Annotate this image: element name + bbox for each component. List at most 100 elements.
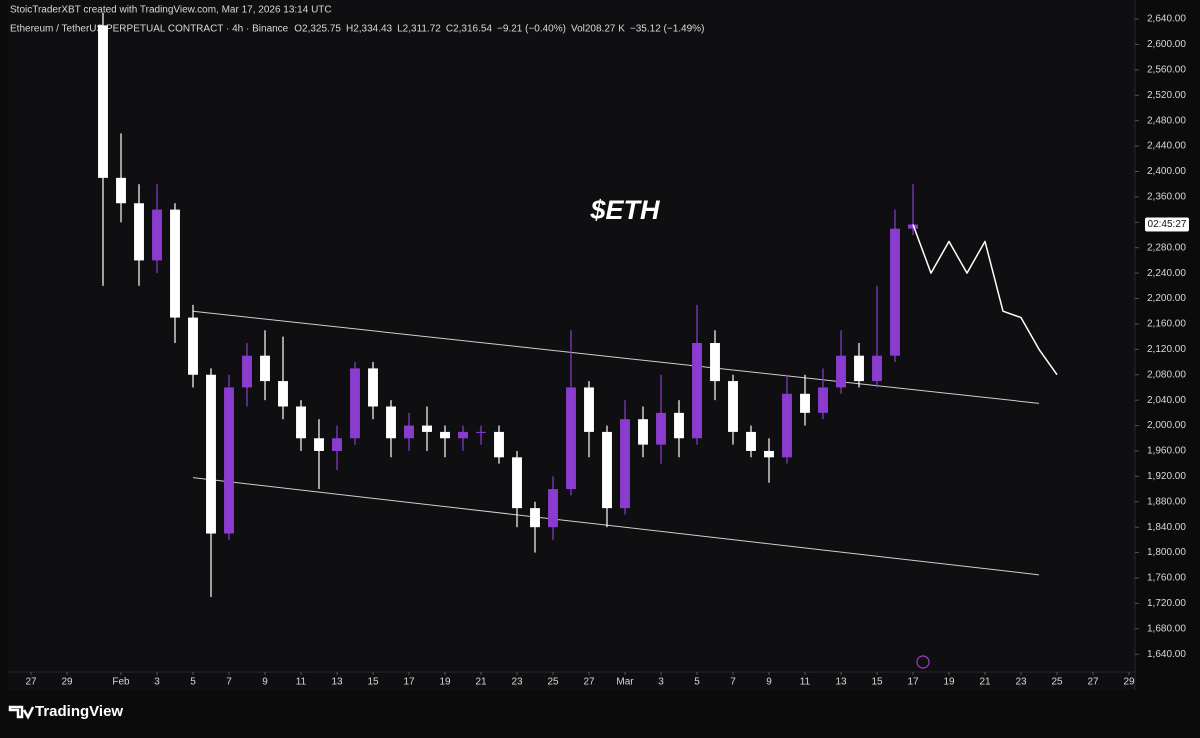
y-tick-label: 2,520.00 xyxy=(1147,90,1186,101)
credit: StoicTraderXBT created with TradingView.… xyxy=(10,5,332,16)
x-tick-label: 3 xyxy=(658,677,664,688)
candle-body xyxy=(422,425,432,432)
candle-body xyxy=(854,355,864,382)
y-tick-label: 2,280.00 xyxy=(1147,242,1186,253)
candle-body xyxy=(818,387,828,413)
x-tick-label: 29 xyxy=(61,677,73,688)
x-tick-label: 17 xyxy=(907,677,919,688)
legend-value: Vol208.27 K xyxy=(571,24,625,35)
legend-title: Ethereum / TetherUS PERPETUAL CONTRACT ·… xyxy=(10,24,289,35)
x-tick-label: 9 xyxy=(766,677,772,688)
x-tick-label: 3 xyxy=(154,677,160,688)
y-tick-label: 2,240.00 xyxy=(1147,268,1186,279)
x-tick-label: 17 xyxy=(403,677,415,688)
legend-value: O2,325.75 xyxy=(294,24,341,35)
candle-body xyxy=(404,425,414,439)
candle-body xyxy=(512,457,522,509)
y-tick-label: 2,480.00 xyxy=(1147,115,1186,126)
candle-body xyxy=(332,438,342,451)
candle-body xyxy=(224,387,234,534)
candle-body xyxy=(746,431,756,451)
candle-body xyxy=(800,393,810,413)
candle-body xyxy=(386,406,396,439)
x-tick-label: 25 xyxy=(547,677,559,688)
candle-body xyxy=(98,25,108,178)
candle-body xyxy=(602,431,612,509)
x-tick-label: 13 xyxy=(835,677,847,688)
x-tick-label: 29 xyxy=(1123,677,1135,688)
candle-body xyxy=(458,431,468,439)
x-tick-label: 23 xyxy=(511,677,523,688)
candle-body xyxy=(170,209,180,318)
candle-body xyxy=(692,342,702,439)
y-tick-label: 2,440.00 xyxy=(1147,141,1186,152)
y-tick-label: 1,800.00 xyxy=(1147,547,1186,558)
candle-body xyxy=(134,203,144,261)
x-tick-label: 25 xyxy=(1051,677,1063,688)
candle-body xyxy=(566,387,576,490)
candle-body xyxy=(242,355,252,388)
x-tick-label: 13 xyxy=(331,677,343,688)
x-tick-label: 9 xyxy=(262,677,268,688)
legend-value: −35.12 (−1.49%) xyxy=(630,24,705,35)
x-tick-label: 7 xyxy=(226,677,232,688)
candle-body xyxy=(656,412,666,445)
x-tick-label: Feb xyxy=(112,677,130,688)
event-icon xyxy=(916,655,930,669)
candle-body xyxy=(206,374,216,534)
projection-path xyxy=(912,224,1058,376)
candle-body xyxy=(116,177,126,204)
y-tick-label: 2,640.00 xyxy=(1147,14,1186,25)
x-tick-label: 5 xyxy=(190,677,196,688)
plot xyxy=(98,12,1058,598)
x-tick-label: 5 xyxy=(694,677,700,688)
trend-line xyxy=(192,310,1040,404)
candle-body xyxy=(350,368,360,439)
candle-body xyxy=(314,438,324,451)
y-tick-label: 1,720.00 xyxy=(1147,598,1186,609)
candle-body xyxy=(890,228,900,356)
x-tick-label: Mar xyxy=(616,677,634,688)
candle-body xyxy=(620,419,630,509)
x-tick-label: 15 xyxy=(871,677,883,688)
y-tick-label: 1,640.00 xyxy=(1147,649,1186,660)
y-tick-label: 2,360.00 xyxy=(1147,192,1186,203)
y-tick-label: 2,120.00 xyxy=(1147,344,1186,355)
candle-body xyxy=(188,317,198,375)
y-tick-label: 2,200.00 xyxy=(1147,293,1186,304)
y-tick-label: 2,040.00 xyxy=(1147,395,1186,406)
countdown: 02:45:27 xyxy=(1148,219,1187,230)
price-tag xyxy=(1145,217,1189,232)
x-tick-label: 27 xyxy=(583,677,595,688)
legend-value: −9.21 (−0.40%) xyxy=(497,24,566,35)
candle-body xyxy=(530,508,540,528)
legend-value: C2,316.54 xyxy=(446,24,493,35)
candle-body xyxy=(584,387,594,432)
candle-body xyxy=(548,489,558,528)
x-tick-label: 21 xyxy=(979,677,991,688)
candle-body xyxy=(260,355,270,382)
candle-body xyxy=(368,368,378,407)
candle-body xyxy=(296,406,306,439)
x-tick-label: 19 xyxy=(943,677,955,688)
y-tick-label: 1,920.00 xyxy=(1147,471,1186,482)
legend: Ethereum / TetherUS PERPETUAL CONTRACT ·… xyxy=(10,24,704,35)
candle-body xyxy=(782,393,792,458)
y-tick-label: 1,960.00 xyxy=(1147,446,1186,457)
y-tick-label: 1,680.00 xyxy=(1147,623,1186,634)
trend-line xyxy=(192,477,1040,576)
y-tick-label: 1,760.00 xyxy=(1147,573,1186,584)
x-tick-label: 15 xyxy=(367,677,379,688)
candle-body xyxy=(152,209,162,261)
legend-value: L2,311.72 xyxy=(397,24,441,35)
y-tick-label: 2,600.00 xyxy=(1147,39,1186,50)
x-tick-label: 27 xyxy=(1087,677,1099,688)
y-tick-label: 2,400.00 xyxy=(1147,166,1186,177)
annotation: $ETH xyxy=(589,195,660,225)
candle-body xyxy=(674,412,684,439)
x-tick-label: 27 xyxy=(25,677,37,688)
candle-body xyxy=(728,381,738,432)
candle-body xyxy=(710,342,720,382)
brand-logo xyxy=(8,705,35,720)
